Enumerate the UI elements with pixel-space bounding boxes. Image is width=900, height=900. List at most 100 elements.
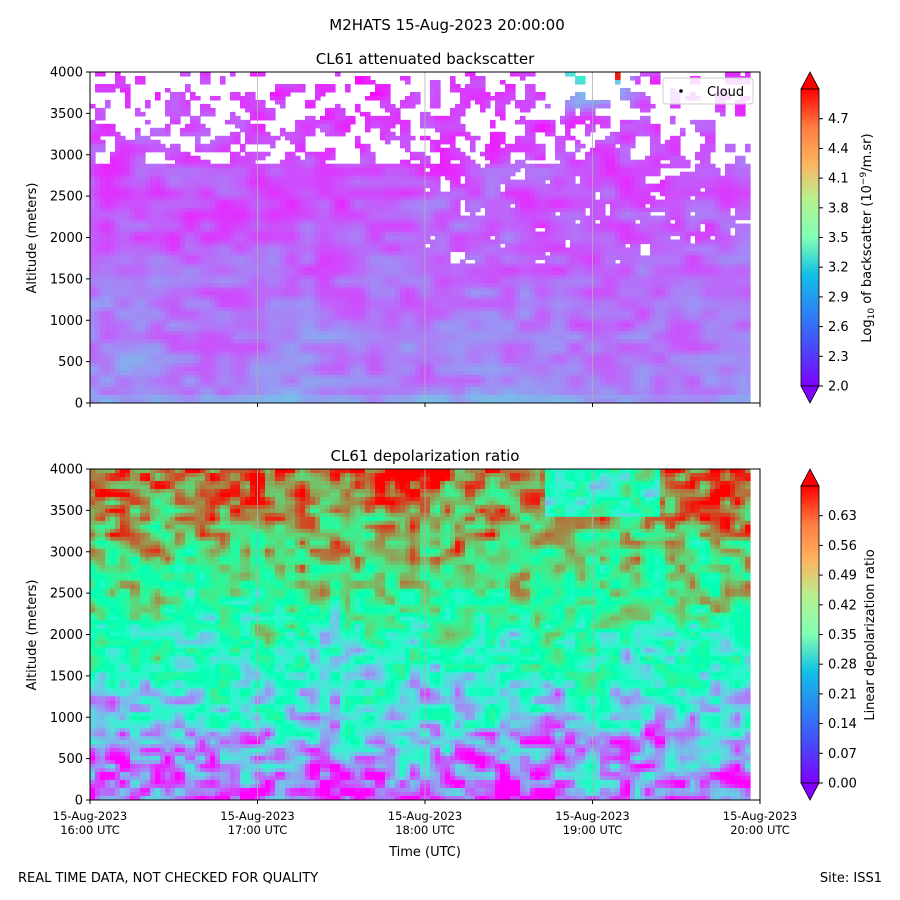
heatmap-cell [380, 179, 386, 185]
heatmap-cell [615, 139, 621, 145]
heatmap-cell [450, 239, 456, 245]
heatmap-cell [210, 255, 216, 261]
heatmap-cell [90, 155, 96, 161]
heatmap-cell [165, 183, 171, 189]
heatmap-cell [535, 255, 541, 261]
heatmap-cell [430, 99, 436, 105]
heatmap-cell [145, 247, 151, 253]
heatmap-cell [505, 227, 511, 233]
heatmap-cell [345, 175, 351, 181]
heatmap-cell [655, 263, 661, 269]
heatmap-cell [620, 271, 626, 276]
heatmap-cell [240, 219, 246, 225]
heatmap-cell [515, 211, 521, 217]
heatmap-cell [670, 223, 676, 229]
heatmap-cell [430, 255, 436, 261]
heatmap-cell [195, 143, 201, 149]
heatmap-cell [125, 219, 131, 225]
heatmap-cell [145, 207, 151, 213]
heatmap-cell [435, 83, 441, 89]
heatmap-cell [410, 271, 416, 276]
heatmap-cell [265, 191, 271, 197]
heatmap-cell [110, 219, 116, 225]
heatmap-cell [160, 171, 166, 177]
heatmap-cell [120, 231, 126, 237]
heatmap-cell [385, 87, 391, 93]
heatmap-cell [625, 95, 631, 101]
heatmap-cell [165, 179, 171, 185]
heatmap-cell [550, 227, 556, 233]
heatmap-cell [310, 123, 316, 129]
heatmap-cell [715, 243, 721, 249]
heatmap-cell [550, 223, 556, 229]
heatmap-cell [600, 159, 606, 165]
heatmap-cell [650, 231, 656, 237]
heatmap-cell [330, 259, 336, 265]
heatmap-cell [280, 227, 286, 233]
heatmap-cell [380, 219, 386, 225]
heatmap-cell [475, 163, 481, 169]
heatmap-cell [480, 235, 486, 241]
heatmap-cell [405, 143, 411, 149]
heatmap-cell [240, 143, 246, 149]
heatmap-cell [665, 163, 671, 169]
heatmap-cell [265, 231, 271, 237]
heatmap-cell [375, 195, 381, 201]
heatmap-cell [595, 263, 601, 269]
heatmap-cell [740, 239, 746, 245]
heatmap-cell [425, 271, 431, 276]
heatmap-cell [165, 155, 171, 161]
heatmap-cell [630, 203, 636, 209]
heatmap-cell [520, 191, 526, 197]
heatmap-cell [260, 127, 266, 133]
heatmap-cell [320, 203, 326, 209]
heatmap-cell [740, 247, 746, 253]
heatmap-cell [460, 183, 466, 189]
heatmap-cell [620, 191, 626, 197]
heatmap-cell [310, 223, 316, 229]
heatmap-cell [525, 231, 531, 237]
heatmap-cell [120, 167, 126, 173]
heatmap-cell [630, 267, 636, 272]
heatmap-cell [455, 223, 461, 229]
heatmap-cell [240, 127, 246, 133]
heatmap-cell [510, 187, 516, 193]
heatmap-cell [125, 227, 131, 233]
heatmap-cell [460, 131, 466, 137]
heatmap-cell [680, 259, 686, 265]
heatmap-cell [210, 179, 216, 185]
heatmap-cell [455, 211, 461, 217]
heatmap-cell [480, 195, 486, 201]
heatmap-cell [400, 103, 406, 109]
heatmap-cell [490, 155, 496, 161]
heatmap-cell [495, 235, 501, 241]
heatmap-cell [340, 207, 346, 213]
heatmap-cell [230, 223, 236, 229]
heatmap-cell [440, 263, 446, 269]
heatmap-cell [705, 179, 711, 185]
heatmap-cell [685, 255, 691, 261]
heatmap-cell [495, 139, 501, 145]
heatmap-cell [215, 147, 221, 153]
heatmap-cell [240, 103, 246, 109]
heatmap-cell [250, 135, 256, 141]
heatmap-cell [745, 191, 751, 197]
heatmap-cell [360, 223, 366, 229]
heatmap-cell [220, 179, 226, 185]
heatmap-cell [360, 183, 366, 189]
heatmap-cell [235, 203, 241, 209]
heatmap-cell [305, 155, 311, 161]
heatmap-cell [120, 155, 126, 161]
heatmap-cell [615, 159, 621, 165]
heatmap-cell [595, 155, 601, 161]
heatmap-cell [675, 175, 681, 181]
heatmap-cell [135, 247, 141, 253]
heatmap-cell [205, 259, 211, 265]
heatmap-cell [95, 251, 101, 257]
heatmap-cell [530, 143, 536, 149]
heatmap-cell [535, 235, 541, 241]
heatmap-cell [685, 171, 691, 177]
heatmap-cell [620, 215, 626, 221]
heatmap-cell [360, 271, 366, 276]
heatmap-cell [490, 211, 496, 217]
